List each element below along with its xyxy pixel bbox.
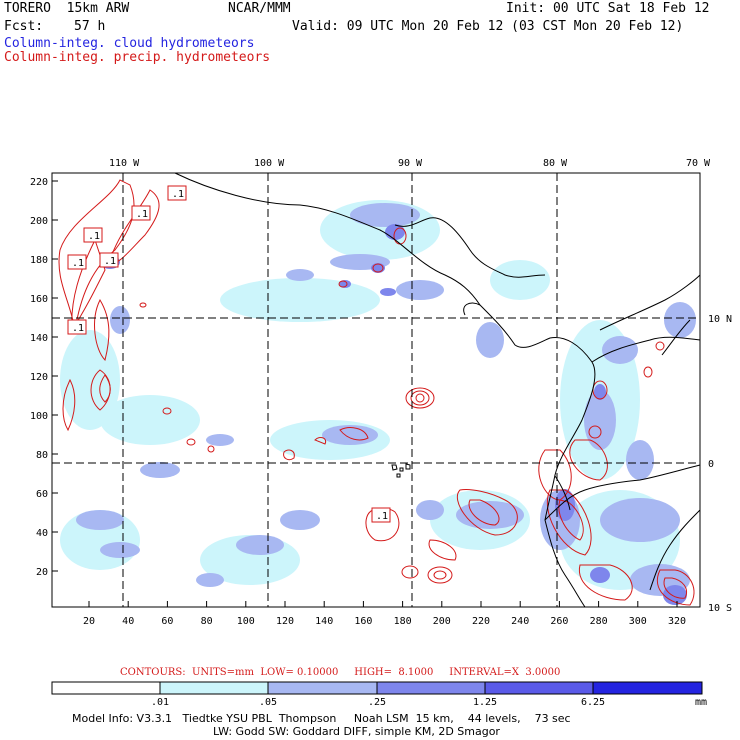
y-tick-label: 100 [30,411,48,422]
x-axis-ticks: 20 40 60 80 100 120 140 160 180 200 220 240 260 280 30… [83,601,686,627]
x-tick-label: 60 [161,616,173,627]
y-tick-label: 220 [30,177,48,188]
contour-label: .1 [99,252,119,268]
x-tick-label: 280 [590,616,608,627]
init-time: Init: 00 UTC Sat 18 Feb 12 [506,1,710,16]
lon-label: 100 W [254,158,285,169]
colorbar-bin [267,681,378,695]
svg-text:.1: .1 [72,323,84,334]
colorbar-label: 6.25 [581,697,605,708]
lat-label: 10 N [708,314,732,325]
y-tick-label: 60 [36,489,48,500]
y-tick-label: 40 [36,528,48,539]
x-tick-label: 220 [472,616,490,627]
contour-label-boxes: .1 .1 .1 .1 .1 .1 .1 [67,185,391,523]
lat-label: 0 [708,459,714,470]
lon-label: 110 W [109,158,140,169]
x-tick-label: 40 [122,616,134,627]
colorbar-bin [376,681,486,695]
x-tick-label: 260 [550,616,568,627]
colorbar-unit: mm [695,697,707,708]
lat-lon-grid [52,173,700,607]
x-tick-label: 320 [668,616,686,627]
colorbar-bin [51,681,161,695]
contour-label: .1 [67,319,87,335]
x-tick-label: 140 [315,616,333,627]
fcst-value: 57 h [74,19,106,34]
svg-text:.1: .1 [376,511,388,522]
y-tick-label: 200 [30,216,48,227]
colorbar-label: .25 [368,697,386,708]
lon-label: 90 W [398,158,423,169]
x-tick-label: 180 [394,616,412,627]
svg-text:.1: .1 [88,231,100,242]
colorbar: .01 .05 .25 1.25 6.25 mm [51,681,707,708]
contour-label: .1 [67,254,87,270]
svg-text:.1: .1 [172,189,184,200]
svg-text:.1: .1 [136,209,148,220]
y-tick-label: 80 [36,450,48,461]
y-tick-label: 120 [30,372,48,383]
x-tick-label: 80 [201,616,213,627]
x-tick-label: 300 [629,616,647,627]
valid-time: Valid: 09 UTC Mon 20 Feb 12 (03 CST Mon … [292,19,684,34]
colorbar-bin [592,681,703,695]
lon-label: 70 W [686,158,711,169]
precip-contours [58,179,695,606]
fcst-label: Fcst: [4,19,44,34]
colorbar-bins [51,681,703,695]
org-name: NCAR/MMM [228,1,291,16]
contour-label: .1 [167,185,187,201]
field-precip-label: Column-integ. precip. hydrometeors [4,50,271,65]
y-tick-label: 20 [36,567,48,578]
x-tick-label: 100 [237,616,255,627]
x-tick-label: 240 [511,616,529,627]
map-frame [51,172,701,608]
lon-label: 80 W [543,158,568,169]
svg-text:.1: .1 [104,256,116,267]
lat-label: 10 S [708,603,732,614]
contour-label: .1 [371,507,391,523]
latitude-labels: 10 N 0 10 S [708,314,732,614]
colorbar-label: .01 [151,697,169,708]
contour-label: .1 [83,227,103,243]
y-tick-label: 180 [30,255,48,266]
model-info-line2: LW: Godd SW: Goddard DIFF, simple KM, 2D… [213,725,500,738]
x-tick-label: 120 [276,616,294,627]
colorbar-label: .05 [259,697,277,708]
contours-info: CONTOURS: UNITS=mm LOW= 0.10000 HIGH= 8.… [120,667,561,678]
colorbar-bin [484,681,594,695]
colorbar-label: 1.25 [473,697,497,708]
cloud-shading [60,200,696,605]
y-tick-label: 140 [30,333,48,344]
model-title: TORERO 15km ARW [4,1,130,16]
y-tick-label: 160 [30,294,48,305]
field-cloud-label: Column-integ. cloud hydrometeors [4,36,255,51]
y-axis-ticks: 220 200 180 160 140 120 100 80 60 40 20 [30,177,58,578]
contour-label: .1 [131,205,151,221]
model-info-line1: Model Info: V3.3.1 Tiedtke YSU PBL Thomp… [72,712,571,725]
x-tick-label: 20 [83,616,95,627]
x-tick-label: 200 [433,616,451,627]
longitude-labels: 110 W 100 W 90 W 80 W 70 W [109,158,711,169]
colorbar-labels: .01 .05 .25 1.25 6.25 [151,697,605,708]
galapagos-islands [391,463,411,478]
colorbar-bin [159,681,269,695]
svg-text:.1: .1 [72,258,84,269]
x-tick-label: 160 [354,616,372,627]
